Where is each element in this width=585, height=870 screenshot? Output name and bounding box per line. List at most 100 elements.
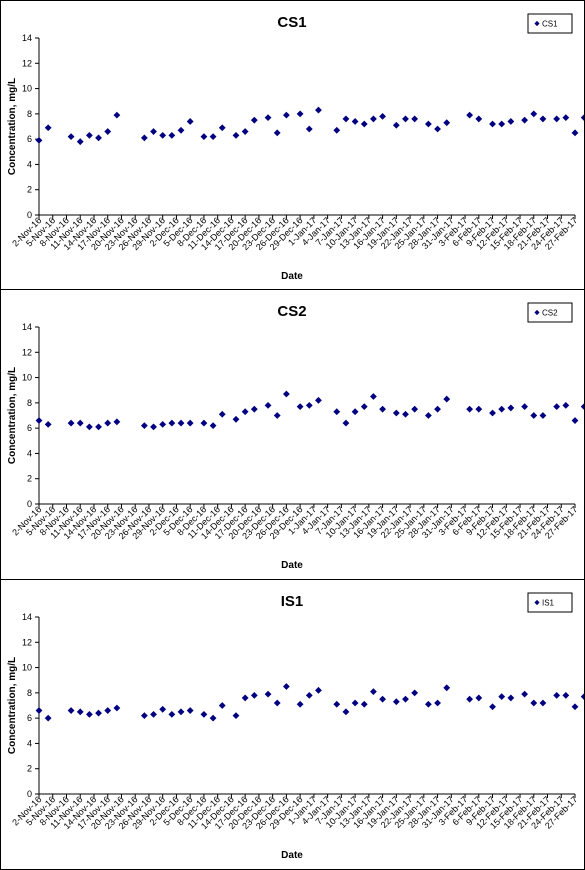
data-point	[85, 423, 93, 431]
data-point	[113, 418, 121, 426]
data-point	[553, 403, 561, 411]
data-point	[370, 393, 377, 400]
data-point	[392, 121, 400, 129]
legend-label: IS1	[542, 599, 555, 608]
data-point	[209, 714, 217, 722]
y-tick-label: 8	[27, 109, 32, 119]
data-point	[580, 693, 584, 700]
data-point	[67, 707, 75, 714]
data-point	[315, 686, 322, 694]
data-point	[113, 704, 121, 712]
data-point	[273, 412, 281, 419]
y-tick-label: 6	[27, 134, 32, 144]
data-point	[282, 111, 290, 119]
data-point	[475, 405, 483, 413]
data-point	[475, 694, 483, 702]
chart-title: IS1	[281, 593, 304, 610]
data-point	[305, 401, 313, 409]
data-point	[411, 689, 419, 697]
data-point	[35, 707, 43, 714]
data-point	[159, 705, 167, 713]
data-point	[530, 110, 538, 118]
legend-box	[527, 302, 573, 323]
data-point	[521, 403, 529, 411]
data-point	[44, 420, 52, 428]
y-tick-label: 0	[27, 789, 32, 799]
data-point	[342, 419, 350, 427]
chart-title: CS1	[277, 14, 306, 31]
data-point	[35, 417, 43, 424]
data-point	[539, 412, 547, 419]
y-tick-label: 0	[27, 210, 32, 220]
data-point	[333, 700, 341, 708]
data-point	[104, 419, 112, 427]
data-point	[539, 699, 547, 707]
data-point	[402, 695, 409, 703]
data-point	[305, 125, 313, 133]
y-tick-label: 12	[22, 347, 32, 357]
data-point	[370, 115, 377, 123]
data-point	[315, 396, 322, 404]
data-point	[186, 419, 194, 427]
data-point	[521, 690, 529, 698]
data-point	[411, 115, 419, 123]
data-point	[264, 114, 272, 122]
data-point	[434, 125, 441, 133]
data-point	[67, 419, 75, 427]
data-point	[232, 131, 240, 139]
y-tick-label: 14	[22, 322, 32, 332]
data-point	[95, 423, 102, 431]
data-point	[489, 120, 496, 128]
y-tick-label: 8	[27, 688, 32, 698]
data-point	[370, 688, 377, 695]
data-point	[402, 410, 409, 418]
data-point	[140, 422, 148, 430]
y-tick-label: 10	[22, 663, 32, 673]
x-axis-label: Date	[281, 560, 303, 571]
data-point	[282, 390, 290, 398]
chart-title: CS2	[277, 303, 306, 320]
data-point	[507, 694, 515, 702]
data-point	[177, 708, 185, 716]
data-point	[580, 403, 584, 410]
data-point	[85, 131, 93, 139]
data-point	[379, 695, 386, 703]
data-point	[351, 408, 359, 416]
data-point	[140, 134, 148, 142]
data-point	[305, 691, 313, 699]
y-axis-label: Concentration, mg/L	[7, 657, 18, 754]
legend-box	[527, 592, 573, 613]
data-point	[232, 712, 240, 720]
data-point	[250, 405, 258, 413]
legend-marker	[534, 20, 540, 27]
data-point	[76, 419, 84, 427]
y-tick-label: 2	[27, 764, 32, 774]
data-point	[411, 405, 419, 413]
data-point	[177, 126, 185, 134]
data-point	[44, 714, 52, 722]
data-point	[425, 412, 432, 419]
data-point	[104, 707, 112, 714]
data-point	[296, 403, 304, 411]
x-axis-label: Date	[281, 850, 303, 861]
y-tick-label: 4	[27, 448, 32, 458]
data-point	[489, 703, 496, 711]
data-point	[571, 417, 579, 424]
data-point	[342, 708, 350, 716]
data-point	[392, 698, 400, 706]
data-point	[76, 138, 84, 146]
data-point	[351, 118, 359, 125]
data-point	[553, 115, 561, 123]
y-tick-label: 0	[27, 499, 32, 509]
data-point	[402, 115, 409, 123]
data-point	[168, 131, 176, 139]
data-point	[443, 684, 451, 692]
data-point	[95, 134, 102, 142]
legend-marker	[534, 309, 540, 316]
data-point	[507, 118, 515, 125]
data-point	[177, 419, 185, 427]
legend-box	[527, 13, 573, 34]
data-point	[562, 691, 570, 699]
data-point	[218, 124, 226, 132]
